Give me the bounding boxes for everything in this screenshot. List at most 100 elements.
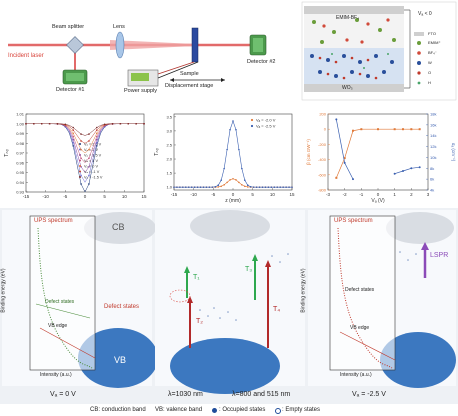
emim-ions	[312, 18, 396, 44]
data-point	[418, 166, 421, 169]
data-point	[88, 165, 90, 168]
fto-top-layer	[304, 6, 404, 14]
data-point	[249, 185, 252, 188]
legend-bf4: BF₄⁻	[428, 50, 437, 55]
data-point	[193, 186, 196, 188]
legend-o-swatch	[417, 71, 421, 75]
ups-box-1	[29, 215, 96, 371]
xlabel-3: Intensity (a.u.)	[340, 372, 372, 378]
fto-bottom-layer	[304, 84, 404, 92]
setup-diagram: Incident laser Beam splitter Lens Detect…	[0, 0, 300, 100]
data-point	[258, 186, 261, 188]
data-point	[229, 179, 231, 181]
x-tick-label: 10	[270, 192, 276, 197]
y-tick-label: -600	[318, 172, 327, 177]
chart-1: -15 -10 -5 0 5 10 15 1.01 1.00 0.99 0.98 0.97 0.96 0.…	[0, 106, 150, 204]
data-point	[261, 186, 264, 188]
legend-emim-swatch	[417, 41, 421, 45]
detector-1-label: Detector #1	[56, 87, 85, 93]
y2-tick-label: 14k	[430, 133, 436, 138]
band-diagrams: UPS spectrum CB VB Defect states Defect …	[0, 208, 458, 404]
legend-w: W	[428, 60, 432, 65]
vb-label-1: VB	[114, 355, 127, 365]
x-tick-label: 10	[122, 194, 128, 199]
y-tick-label: 0.99	[16, 131, 25, 136]
data-point	[232, 177, 234, 180]
data-point	[282, 186, 284, 188]
data-point	[111, 122, 114, 125]
vb-ellipse-3	[380, 332, 456, 388]
data-point	[223, 167, 225, 170]
footer-occupied: : Occupied states	[219, 407, 266, 413]
data-point	[185, 186, 187, 188]
t4-label: T₄	[273, 306, 281, 313]
legend-label: Vₐ = -1 V	[84, 170, 100, 174]
legend-label: Vₐ = 2 V	[84, 148, 98, 152]
footer-empty: : Empty states	[282, 407, 321, 413]
caption-b: λ=800 and 515 nm	[232, 391, 291, 398]
series-line	[394, 166, 420, 175]
data-point	[402, 128, 404, 131]
t2-label: T₂	[196, 318, 203, 325]
y-tick-label: 2.5	[166, 142, 172, 147]
legend-h: H	[428, 80, 431, 85]
va-label-1: Vₐ = 0 V	[50, 391, 76, 398]
data-point	[273, 186, 276, 188]
data-point	[377, 128, 379, 131]
data-point	[96, 132, 98, 135]
y-tick-label: -800	[318, 188, 327, 193]
data-point	[88, 133, 90, 135]
data-point	[402, 170, 404, 172]
data-point	[176, 186, 178, 188]
x-tick-label: 3	[427, 192, 430, 197]
data-point	[226, 181, 228, 184]
data-point	[182, 186, 184, 188]
y2-tick-label: 8k	[430, 166, 434, 171]
t3-label: T₃	[245, 266, 253, 273]
data-point	[235, 128, 237, 131]
legend-label: Vₐ = 1 V	[84, 159, 98, 163]
data-point	[48, 122, 51, 125]
x-tick-label: -2	[343, 192, 347, 197]
y-axis-label: Tₙₒ	[154, 148, 160, 156]
data-point	[199, 186, 202, 188]
y-tick-label: 0.98	[16, 141, 25, 146]
data-point	[343, 157, 346, 160]
cb-ellipse-3	[386, 212, 454, 244]
legend-o: O	[428, 70, 432, 75]
series-line	[174, 120, 292, 188]
vb-edge-label-3: VB edge	[350, 325, 370, 331]
t1-label: T₁	[193, 274, 200, 281]
data-point	[410, 167, 413, 170]
cb-ellipse-1	[84, 212, 156, 244]
y-tick-label: 0	[324, 127, 327, 132]
data-point	[232, 120, 234, 122]
legend-label: Vₐ = 1.5 V	[84, 154, 102, 158]
occupied-icon	[212, 408, 217, 413]
data-point	[393, 172, 396, 175]
y-tick-label: 0.97	[16, 151, 25, 156]
data-point	[103, 123, 106, 126]
x-tick-label: 5	[251, 192, 254, 197]
wo3-layer	[304, 48, 404, 84]
ups-label-1: UPS spectrum	[34, 218, 73, 224]
x-tick-label: -10	[190, 192, 197, 197]
data-point	[217, 186, 220, 188]
sample-label: Sample	[180, 71, 199, 77]
data-point	[241, 184, 243, 186]
x-tick-label: -5	[63, 194, 67, 199]
data-point	[72, 126, 74, 129]
data-point	[211, 186, 214, 188]
x-tick-label: -15	[171, 192, 178, 197]
empty-icon	[275, 408, 281, 414]
data-point	[267, 186, 270, 188]
ups-label-3: UPS spectrum	[334, 218, 373, 224]
va-label: Vₐ < 0	[418, 11, 432, 17]
data-point	[33, 122, 35, 125]
x-axis-label: Vₐ (V)	[371, 198, 385, 204]
data-point	[80, 157, 82, 159]
defect-states-label-3: Defect states	[345, 287, 375, 293]
y-tick-label: 0.96	[16, 160, 25, 165]
y-tick-label: 2.0	[166, 157, 172, 162]
x-tick-label: 5	[103, 194, 106, 199]
